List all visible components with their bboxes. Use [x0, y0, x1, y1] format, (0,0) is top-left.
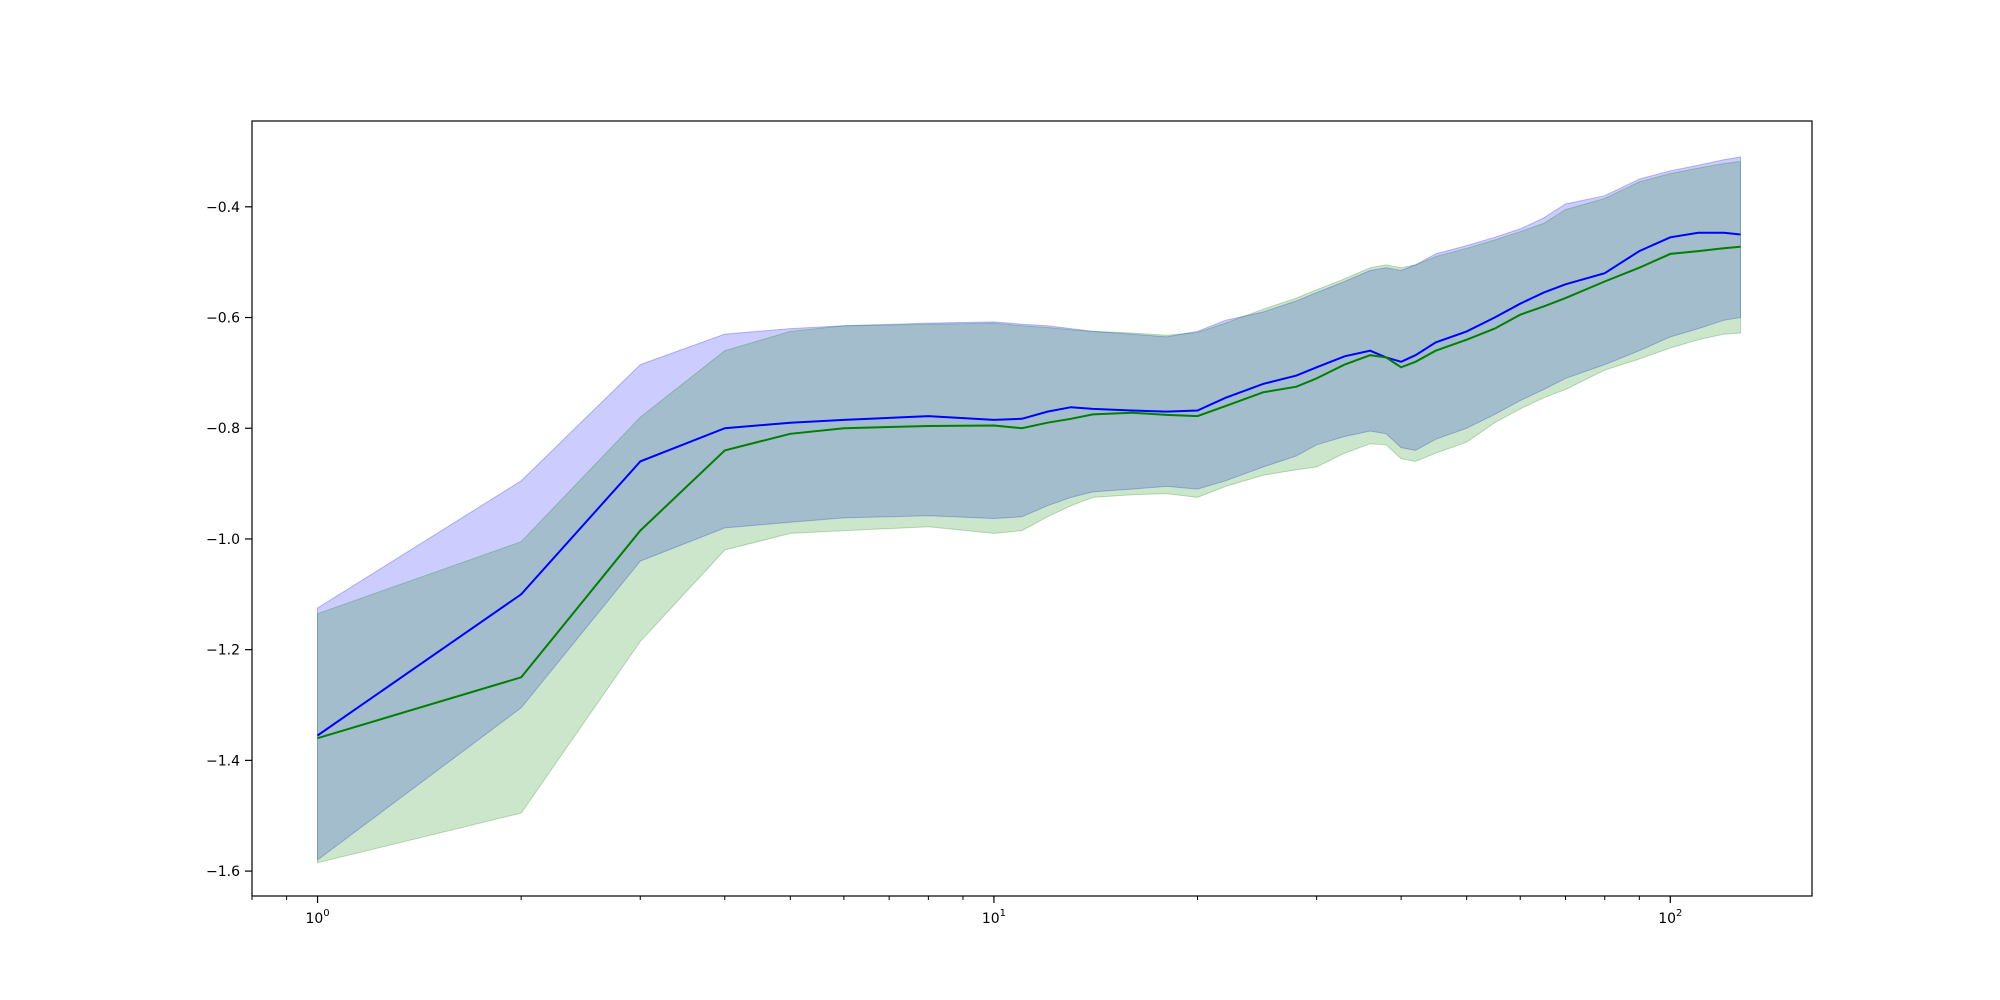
band-series-1	[317, 156, 1741, 861]
y-tick-label: −0.6	[206, 311, 240, 327]
y-tick-label: −1.6	[206, 864, 240, 880]
y-tick-label: −1.2	[206, 643, 240, 659]
plot-frame	[251, 120, 1813, 897]
y-tick-label: −1.0	[206, 532, 240, 548]
series-lines	[316, 231, 1741, 740]
x-axis: 100 101 102	[251, 896, 1682, 927]
y-tick-label: −0.4	[206, 200, 240, 216]
confidence-bands	[317, 156, 1741, 864]
y-tick-label: −0.8	[206, 421, 240, 437]
x-tick-label: 102	[1658, 908, 1682, 927]
y-tick-label: −1.4	[206, 753, 240, 769]
line-series-2	[317, 245, 1741, 740]
x-tick-label: 100	[305, 908, 329, 927]
line-series-1	[316, 231, 1741, 737]
x-tick-label: 101	[982, 908, 1006, 927]
y-axis: −0.4 −0.6 −0.8 −1.0 −1.2 −1.4 −1.6	[206, 200, 252, 880]
band-series-2	[317, 160, 1741, 864]
